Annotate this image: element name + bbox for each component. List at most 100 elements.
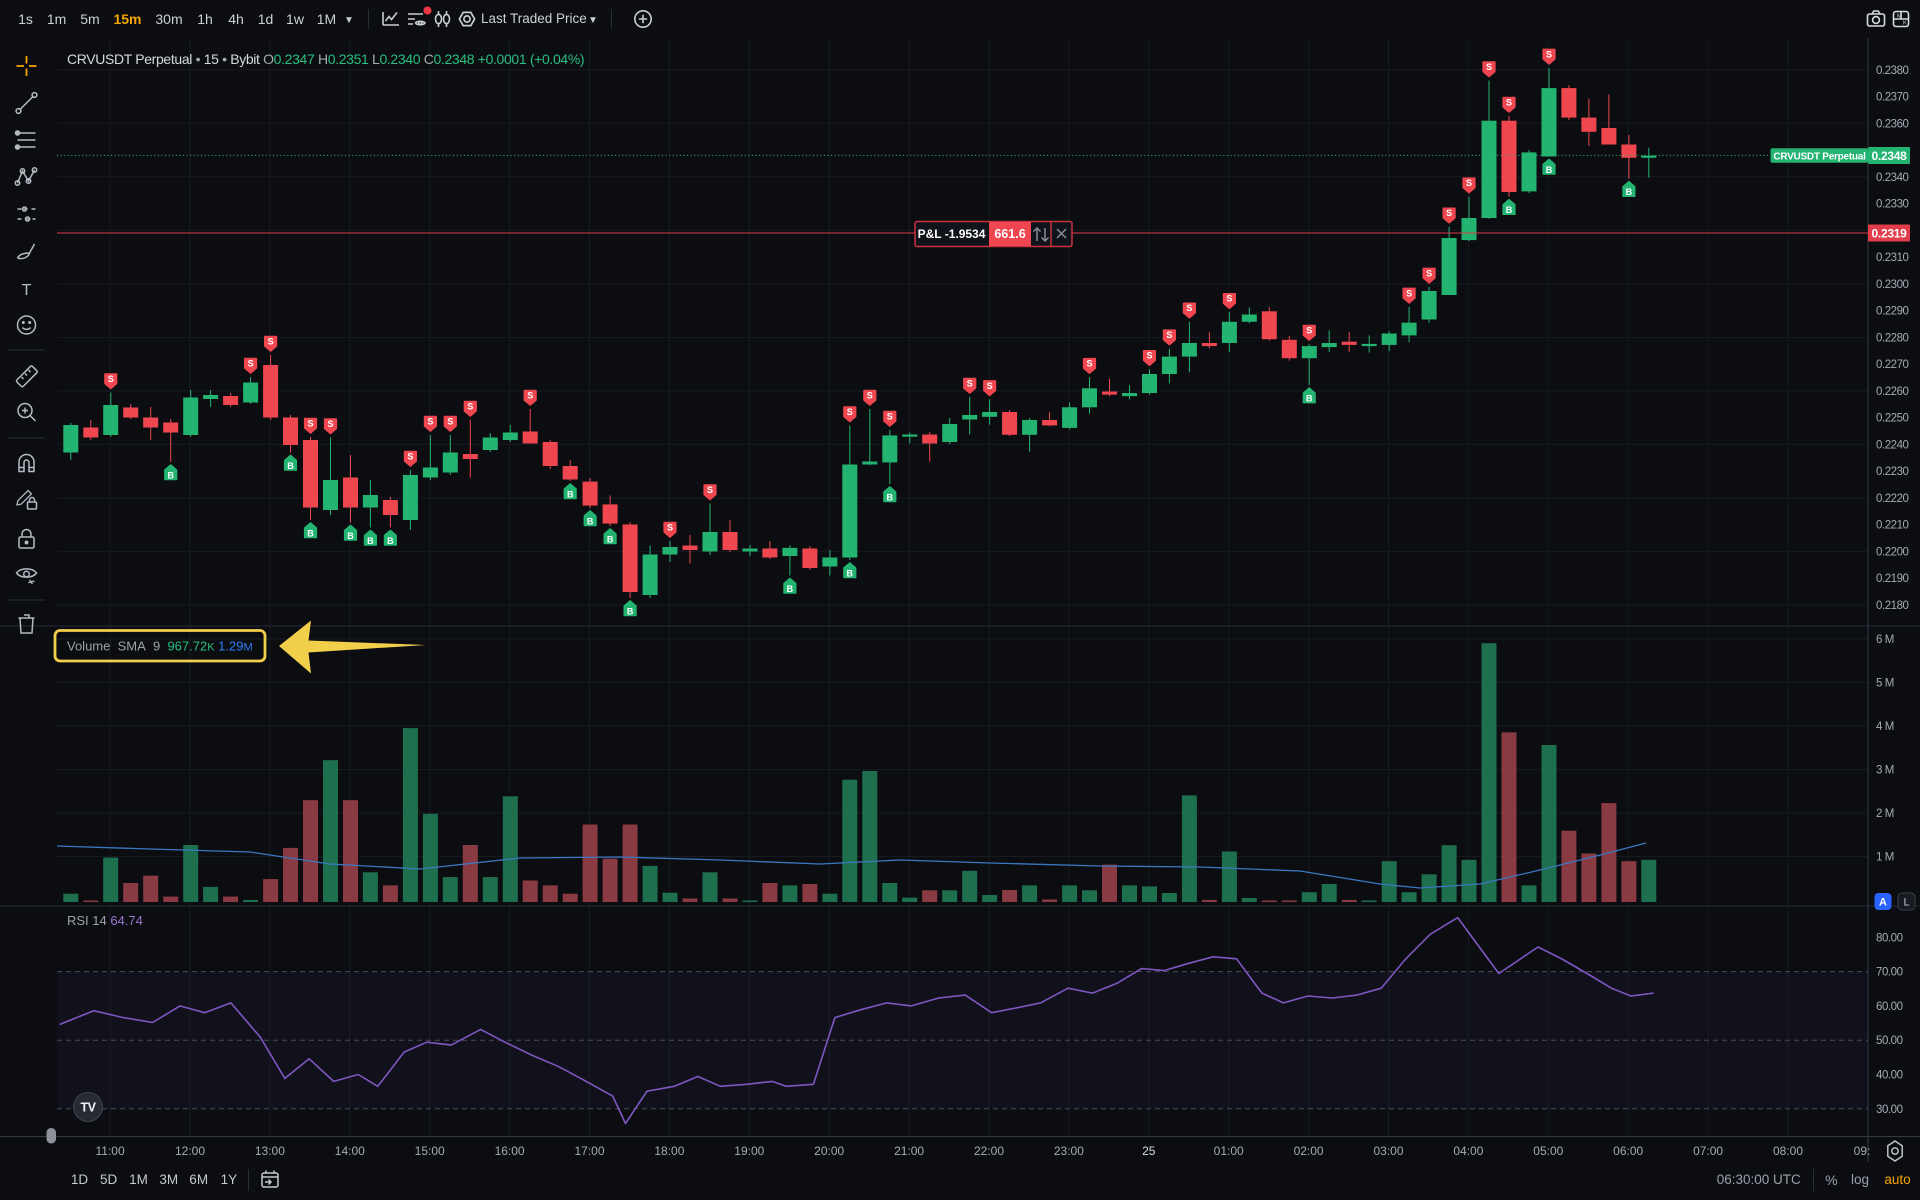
svg-text:K: K xyxy=(1903,21,1907,27)
svg-text:0.2260: 0.2260 xyxy=(1876,386,1909,398)
svg-text:B: B xyxy=(607,534,614,544)
svg-text:B: B xyxy=(887,492,894,502)
svg-text:0.2200: 0.2200 xyxy=(1876,546,1909,558)
svg-text:0.2360: 0.2360 xyxy=(1876,118,1909,130)
svg-text:12:00: 12:00 xyxy=(175,1144,205,1158)
svg-text:6 M: 6 M xyxy=(1876,634,1894,646)
svg-text:1 M: 1 M xyxy=(1876,852,1894,864)
svg-text:B: B xyxy=(1506,205,1513,215)
svg-text:S: S xyxy=(327,419,333,429)
svg-text:23:00: 23:00 xyxy=(1054,1144,1084,1158)
svg-text:18:00: 18:00 xyxy=(654,1144,684,1158)
svg-text:15:00: 15:00 xyxy=(415,1144,445,1158)
svg-text:B: B xyxy=(567,489,574,499)
svg-text:22:00: 22:00 xyxy=(974,1144,1004,1158)
svg-text:09:: 09: xyxy=(1854,1144,1871,1158)
svg-text:17:00: 17:00 xyxy=(574,1144,604,1158)
svg-text:S: S xyxy=(108,374,114,384)
svg-text:5 M: 5 M xyxy=(1876,678,1894,690)
svg-text:50.00: 50.00 xyxy=(1876,1035,1903,1047)
svg-text:S: S xyxy=(467,401,473,411)
svg-text:S: S xyxy=(1406,288,1412,298)
svg-text:S: S xyxy=(1486,62,1492,72)
svg-text:661.6: 661.6 xyxy=(994,227,1025,241)
svg-text:B: B xyxy=(167,470,174,480)
svg-text:01:00: 01:00 xyxy=(1214,1144,1244,1158)
svg-text:RSI 14 64.74: RSI 14 64.74 xyxy=(67,913,143,928)
svg-text:0.2240: 0.2240 xyxy=(1876,439,1909,451)
svg-text:0.2280: 0.2280 xyxy=(1876,332,1909,344)
svg-text:0.2370: 0.2370 xyxy=(1876,92,1909,104)
svg-text:S: S xyxy=(707,485,713,495)
svg-text:S: S xyxy=(1306,325,1312,335)
svg-text:0.2220: 0.2220 xyxy=(1876,493,1909,505)
svg-text:B: B xyxy=(1626,187,1633,197)
svg-text:S: S xyxy=(1506,97,1512,107)
svg-text:25: 25 xyxy=(1142,1144,1156,1158)
svg-text:S: S xyxy=(1166,330,1172,340)
svg-text:S: S xyxy=(427,416,433,426)
svg-text:B: B xyxy=(287,461,294,471)
svg-text:S: S xyxy=(1086,359,1092,369)
svg-text:80.00: 80.00 xyxy=(1876,932,1903,944)
svg-text:S: S xyxy=(847,407,853,417)
svg-text:B: B xyxy=(387,536,394,546)
svg-text:0.2300: 0.2300 xyxy=(1876,279,1909,291)
svg-text:S: S xyxy=(867,390,873,400)
svg-text:B: B xyxy=(307,528,314,538)
svg-text:B: B xyxy=(847,568,854,578)
svg-text:S: S xyxy=(1446,208,1452,218)
svg-text:P&L -1.9534: P&L -1.9534 xyxy=(918,227,986,241)
svg-text:0.2330: 0.2330 xyxy=(1876,199,1909,211)
svg-text:S: S xyxy=(527,390,533,400)
svg-text:0.2290: 0.2290 xyxy=(1876,306,1909,318)
svg-text:S: S xyxy=(1146,351,1152,361)
svg-text:40.00: 40.00 xyxy=(1876,1070,1903,1082)
svg-text:19:00: 19:00 xyxy=(734,1144,764,1158)
svg-text:21:00: 21:00 xyxy=(894,1144,924,1158)
svg-text:06:00: 06:00 xyxy=(1613,1144,1643,1158)
svg-text:0.2319: 0.2319 xyxy=(1872,226,1908,240)
svg-text:T: T xyxy=(22,282,32,299)
svg-text:0.2250: 0.2250 xyxy=(1876,413,1909,425)
svg-text:0.2348: 0.2348 xyxy=(1872,149,1908,163)
svg-text:20:00: 20:00 xyxy=(814,1144,844,1158)
svg-text:08:00: 08:00 xyxy=(1773,1144,1803,1158)
svg-text:S: S xyxy=(667,522,673,532)
svg-text:S: S xyxy=(1186,303,1192,313)
svg-text:Volume SMA 9 967.72K 1.29M: Volume SMA 9 967.72K 1.29M xyxy=(67,639,253,654)
svg-text:B: B xyxy=(1306,394,1313,404)
svg-text:M: M xyxy=(1897,13,1902,19)
svg-text:B: B xyxy=(787,584,794,594)
svg-text:S: S xyxy=(407,451,413,461)
svg-text:14:00: 14:00 xyxy=(335,1144,365,1158)
svg-text:CRVUSDT Perpetual: CRVUSDT Perpetual xyxy=(1773,151,1866,162)
svg-text:0.2340: 0.2340 xyxy=(1876,172,1909,184)
svg-text:4 M: 4 M xyxy=(1876,721,1894,733)
svg-text:A: A xyxy=(1879,897,1887,909)
svg-text:02:00: 02:00 xyxy=(1294,1144,1324,1158)
svg-text:0.2310: 0.2310 xyxy=(1876,252,1909,264)
svg-text:S: S xyxy=(447,416,453,426)
svg-text:S: S xyxy=(887,411,893,421)
svg-text:S: S xyxy=(1466,178,1472,188)
svg-text:S: S xyxy=(1546,49,1552,59)
svg-text:S: S xyxy=(307,418,313,428)
svg-text:13:00: 13:00 xyxy=(255,1144,285,1158)
svg-text:S: S xyxy=(1226,294,1232,304)
svg-text:B: B xyxy=(367,536,374,546)
svg-text:S: S xyxy=(987,381,993,391)
svg-text:11:00: 11:00 xyxy=(96,1144,125,1158)
svg-text:S: S xyxy=(1426,268,1432,278)
svg-text:03:00: 03:00 xyxy=(1373,1144,1403,1158)
svg-text:S: S xyxy=(967,378,973,388)
svg-text:B: B xyxy=(627,606,634,616)
svg-text:70.00: 70.00 xyxy=(1876,967,1903,979)
svg-text:S: S xyxy=(248,358,254,368)
svg-text:TV: TV xyxy=(81,1101,97,1115)
svg-text:07:00: 07:00 xyxy=(1693,1144,1723,1158)
svg-text:B: B xyxy=(587,516,594,526)
svg-text:30.00: 30.00 xyxy=(1876,1104,1903,1116)
svg-text:S: S xyxy=(268,336,274,346)
svg-text:0.2190: 0.2190 xyxy=(1876,573,1909,585)
